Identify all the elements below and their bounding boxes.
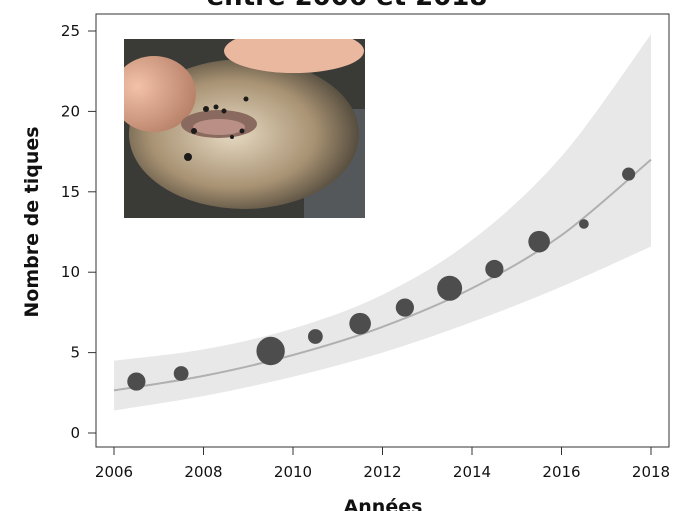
x-axis-title: Années	[344, 496, 423, 511]
y-tick-label: 25	[61, 22, 80, 40]
y-tick-label: 20	[61, 102, 80, 120]
data-point-6	[395, 298, 414, 317]
y-tick-label: 10	[61, 263, 80, 281]
x-axis: 2006 2008 2010 2012 2014 2016 2018	[95, 447, 670, 481]
chart-title: entre 2006 et 2018	[207, 0, 488, 12]
data-point-4	[307, 329, 323, 344]
inset-photo	[124, 39, 365, 218]
data-point-9	[528, 230, 550, 253]
trend-line	[113, 158, 652, 392]
x-tick-label: 2014	[453, 463, 491, 481]
data-point-10	[579, 219, 589, 229]
data-points	[127, 167, 636, 391]
x-tick-label: 2010	[274, 463, 312, 481]
confidence-band	[114, 34, 651, 411]
y-tick-label: 15	[61, 183, 80, 201]
y-tick-label: 5	[70, 344, 80, 362]
y-tick-label: 0	[70, 424, 80, 442]
data-point-8	[485, 259, 504, 279]
data-point-1	[127, 372, 146, 391]
y-axis: 0 5 10 15 20 25	[61, 22, 96, 442]
x-tick-label: 2008	[184, 463, 222, 481]
x-tick-label: 2016	[542, 463, 580, 481]
data-point-7	[437, 275, 463, 301]
x-tick-label: 2006	[95, 463, 133, 481]
x-tick-label: 2018	[632, 463, 670, 481]
data-point-5	[349, 312, 371, 335]
data-point-11	[622, 167, 636, 181]
x-tick-label: 2012	[363, 463, 401, 481]
data-point-2	[173, 366, 189, 381]
data-point-3	[256, 336, 285, 366]
tick-on-animal-fur-photo-icon	[124, 39, 365, 218]
y-axis-title: Nombre de tiques	[21, 126, 43, 317]
